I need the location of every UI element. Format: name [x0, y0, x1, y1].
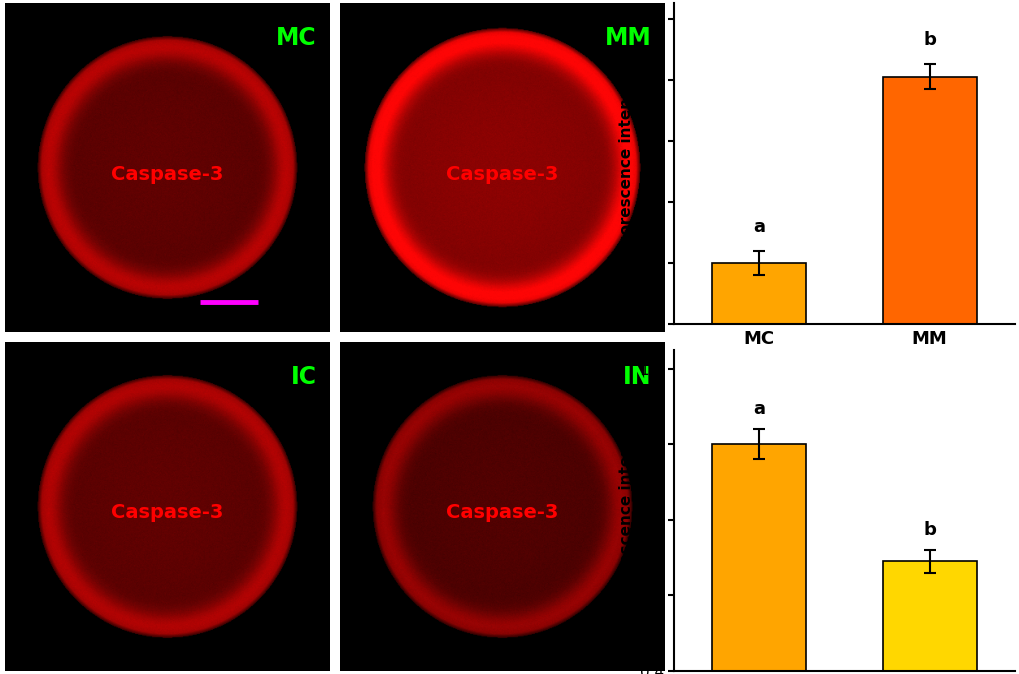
Text: Caspase-3: Caspase-3 — [445, 165, 557, 184]
Text: Caspase-3: Caspase-3 — [111, 165, 223, 184]
Text: IC: IC — [290, 365, 316, 389]
Text: a: a — [753, 400, 764, 418]
Bar — [882, 77, 975, 569]
Y-axis label: Fluorescence intensity: Fluorescence intensity — [619, 413, 633, 607]
Bar — [882, 561, 975, 674]
Bar — [711, 444, 805, 674]
Text: IN: IN — [622, 365, 650, 389]
Text: a: a — [753, 218, 764, 236]
Y-axis label: Fluorescence intensity: Fluorescence intensity — [619, 67, 633, 261]
Text: b: b — [922, 31, 935, 49]
Text: b: b — [922, 520, 935, 539]
Bar — [711, 263, 805, 569]
Text: Caspase-3: Caspase-3 — [111, 503, 223, 522]
Text: Caspase-3: Caspase-3 — [445, 503, 557, 522]
Text: MC: MC — [276, 26, 316, 51]
Text: MM: MM — [604, 26, 650, 51]
